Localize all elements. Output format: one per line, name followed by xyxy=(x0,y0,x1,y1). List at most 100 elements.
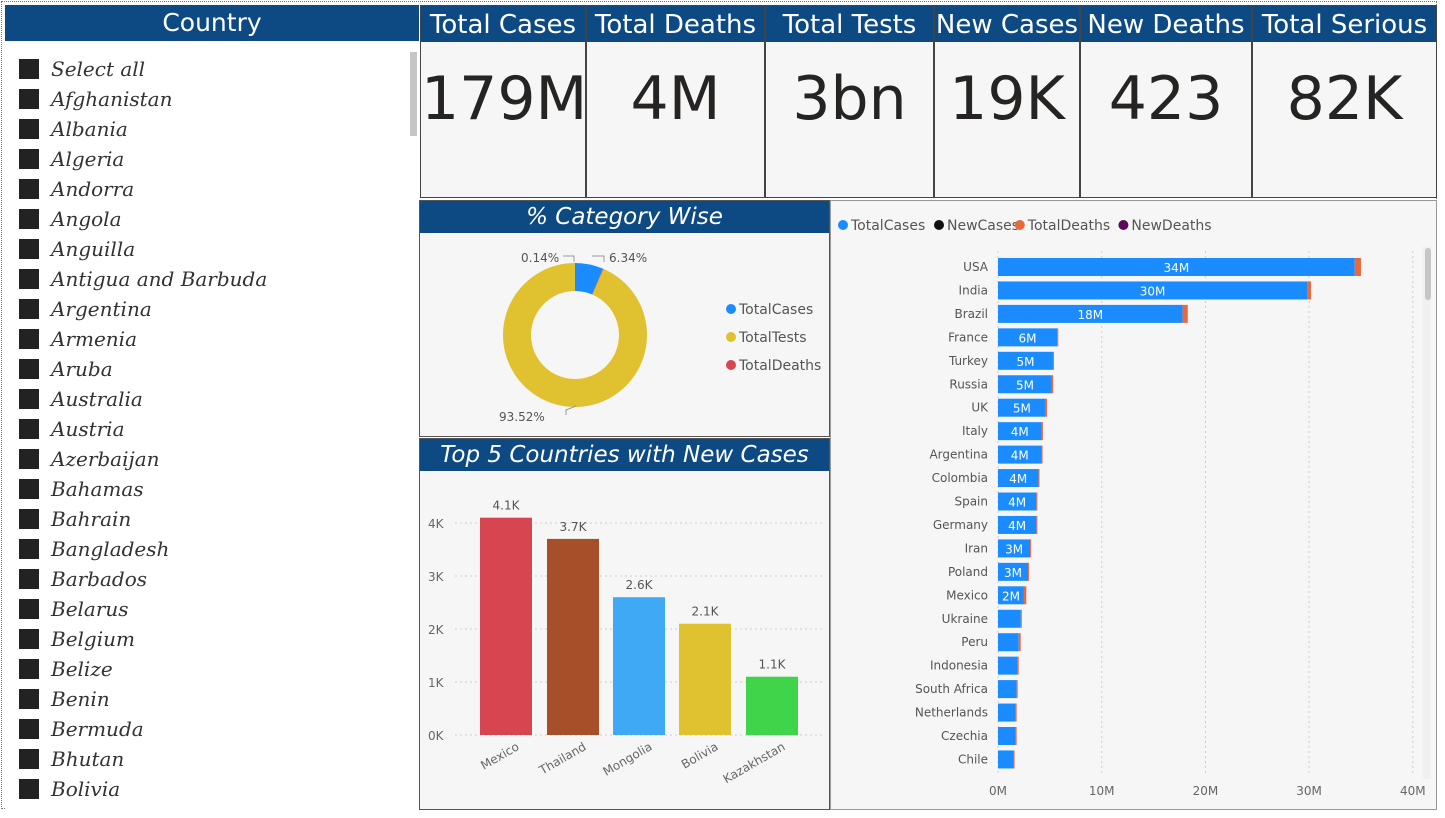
bar-total-cases[interactable] xyxy=(998,445,1042,464)
checkbox[interactable] xyxy=(19,599,39,619)
bar-total-deaths[interactable] xyxy=(1354,258,1361,276)
checkbox[interactable] xyxy=(19,749,39,769)
bar-total-deaths[interactable] xyxy=(1023,586,1027,605)
checkbox[interactable] xyxy=(19,509,39,529)
checkbox[interactable] xyxy=(19,89,39,109)
checkbox[interactable] xyxy=(19,569,39,589)
bar-total-cases[interactable] xyxy=(998,328,1058,347)
legend-label[interactable]: TotalTests xyxy=(738,330,807,346)
slicer-item[interactable]: Belgium xyxy=(19,624,135,654)
bar-total-deaths[interactable] xyxy=(1020,609,1022,628)
bar-total-cases[interactable] xyxy=(998,750,1014,769)
checkbox[interactable] xyxy=(19,149,39,169)
legend-label[interactable]: NewDeaths xyxy=(1131,218,1211,234)
bar-total-cases[interactable] xyxy=(998,727,1016,745)
legend-label[interactable]: NewCases xyxy=(947,218,1019,234)
slicer-item[interactable]: Aruba xyxy=(19,354,113,384)
slicer-item[interactable]: Albania xyxy=(19,114,128,144)
checkbox[interactable] xyxy=(19,209,39,229)
bar-total-cases[interactable] xyxy=(998,656,1018,675)
slicer-item[interactable]: Select all xyxy=(19,54,145,84)
slicer-item[interactable]: Bolivia xyxy=(19,774,120,804)
bar-total-deaths[interactable] xyxy=(1030,539,1032,558)
checkbox[interactable] xyxy=(19,359,39,379)
checkbox[interactable] xyxy=(19,629,39,649)
bar-total-deaths[interactable] xyxy=(1052,351,1054,370)
bar-total-cases[interactable] xyxy=(998,562,1029,581)
bar-total-deaths[interactable] xyxy=(1041,422,1043,441)
slicer-item[interactable]: Australia xyxy=(19,384,143,414)
bar-total-cases[interactable] xyxy=(998,633,1019,652)
slicer-item[interactable]: Bahamas xyxy=(19,474,144,504)
slicer-item[interactable]: Anguilla xyxy=(19,234,135,264)
bar-total-deaths[interactable] xyxy=(1038,469,1040,488)
slicer-item[interactable]: Afghanistan xyxy=(19,84,172,114)
slicer-item[interactable]: Andorra xyxy=(19,174,134,204)
checkbox[interactable] xyxy=(19,179,39,199)
donut-slice[interactable] xyxy=(592,268,604,295)
bar[interactable] xyxy=(746,676,798,735)
bar-total-cases[interactable] xyxy=(998,703,1016,722)
bar-total-cases[interactable] xyxy=(998,515,1037,534)
bar-total-cases[interactable] xyxy=(998,680,1017,699)
bar-total-deaths[interactable] xyxy=(1013,750,1015,769)
slicer-item[interactable]: Belarus xyxy=(19,594,129,624)
checkbox[interactable] xyxy=(19,419,39,439)
slicer-item[interactable]: Bahrain xyxy=(19,504,131,534)
bar-total-cases[interactable] xyxy=(998,375,1052,394)
slicer-item[interactable]: Azerbaijan xyxy=(19,444,160,474)
bar[interactable] xyxy=(547,538,599,735)
bar[interactable] xyxy=(480,517,532,735)
bar-total-deaths[interactable] xyxy=(1057,328,1059,347)
donut-slice[interactable] xyxy=(503,263,647,407)
slicer-item[interactable]: Bermuda xyxy=(19,714,144,744)
slicer-item[interactable]: Algeria xyxy=(19,144,124,174)
slicer-item[interactable]: Angola xyxy=(19,204,122,234)
bar-total-deaths[interactable] xyxy=(1018,633,1021,652)
bar-total-cases[interactable] xyxy=(998,351,1053,370)
checkbox[interactable] xyxy=(19,449,39,469)
checkbox[interactable] xyxy=(19,479,39,499)
slicer-item[interactable]: Armenia xyxy=(19,324,137,354)
chart-scroll-thumb[interactable] xyxy=(1425,248,1431,300)
checkbox[interactable] xyxy=(19,389,39,409)
bar-total-deaths[interactable] xyxy=(1036,492,1038,511)
bar-total-cases[interactable] xyxy=(998,586,1024,605)
bar-total-cases[interactable] xyxy=(998,258,1355,276)
checkbox[interactable] xyxy=(19,719,39,739)
bar-total-cases[interactable] xyxy=(998,281,1308,300)
slicer-item[interactable]: Bhutan xyxy=(19,744,124,774)
legend-label[interactable]: TotalDeaths xyxy=(1027,218,1110,234)
donut-slice[interactable] xyxy=(575,263,603,295)
bar-total-cases[interactable] xyxy=(998,304,1183,323)
slicer-item[interactable]: Argentina xyxy=(19,294,152,324)
checkbox[interactable] xyxy=(19,659,39,679)
checkbox[interactable] xyxy=(19,329,39,349)
bar-total-deaths[interactable] xyxy=(1015,703,1017,722)
bar-total-deaths[interactable] xyxy=(1045,398,1048,417)
bar-total-deaths[interactable] xyxy=(1307,281,1311,300)
checkbox[interactable] xyxy=(19,299,39,319)
slicer-scrollbar[interactable] xyxy=(410,52,417,136)
slicer-item[interactable]: Antigua and Barbuda xyxy=(19,264,267,294)
bar-total-cases[interactable] xyxy=(998,422,1042,441)
bar-total-cases[interactable] xyxy=(998,398,1046,417)
bar-total-deaths[interactable] xyxy=(1041,445,1043,464)
bar-total-deaths[interactable] xyxy=(1051,375,1054,394)
slicer-item[interactable]: Benin xyxy=(19,684,110,714)
bar-total-deaths[interactable] xyxy=(1036,515,1038,534)
bar[interactable] xyxy=(613,597,665,735)
legend-label[interactable]: TotalCases xyxy=(738,302,813,318)
checkbox[interactable] xyxy=(19,689,39,709)
bar-total-deaths[interactable] xyxy=(1182,304,1188,323)
legend-label[interactable]: TotalDeaths xyxy=(738,358,821,374)
checkbox[interactable] xyxy=(19,119,39,139)
slicer-item[interactable]: Austria xyxy=(19,414,125,444)
slicer-item[interactable]: Belize xyxy=(19,654,113,684)
slicer-item[interactable]: Bangladesh xyxy=(19,534,169,564)
bar[interactable] xyxy=(679,623,731,735)
bar-total-deaths[interactable] xyxy=(1028,562,1030,581)
bar-total-deaths[interactable] xyxy=(1016,680,1018,699)
bar-total-deaths[interactable] xyxy=(1017,656,1019,675)
checkbox[interactable] xyxy=(19,59,39,79)
